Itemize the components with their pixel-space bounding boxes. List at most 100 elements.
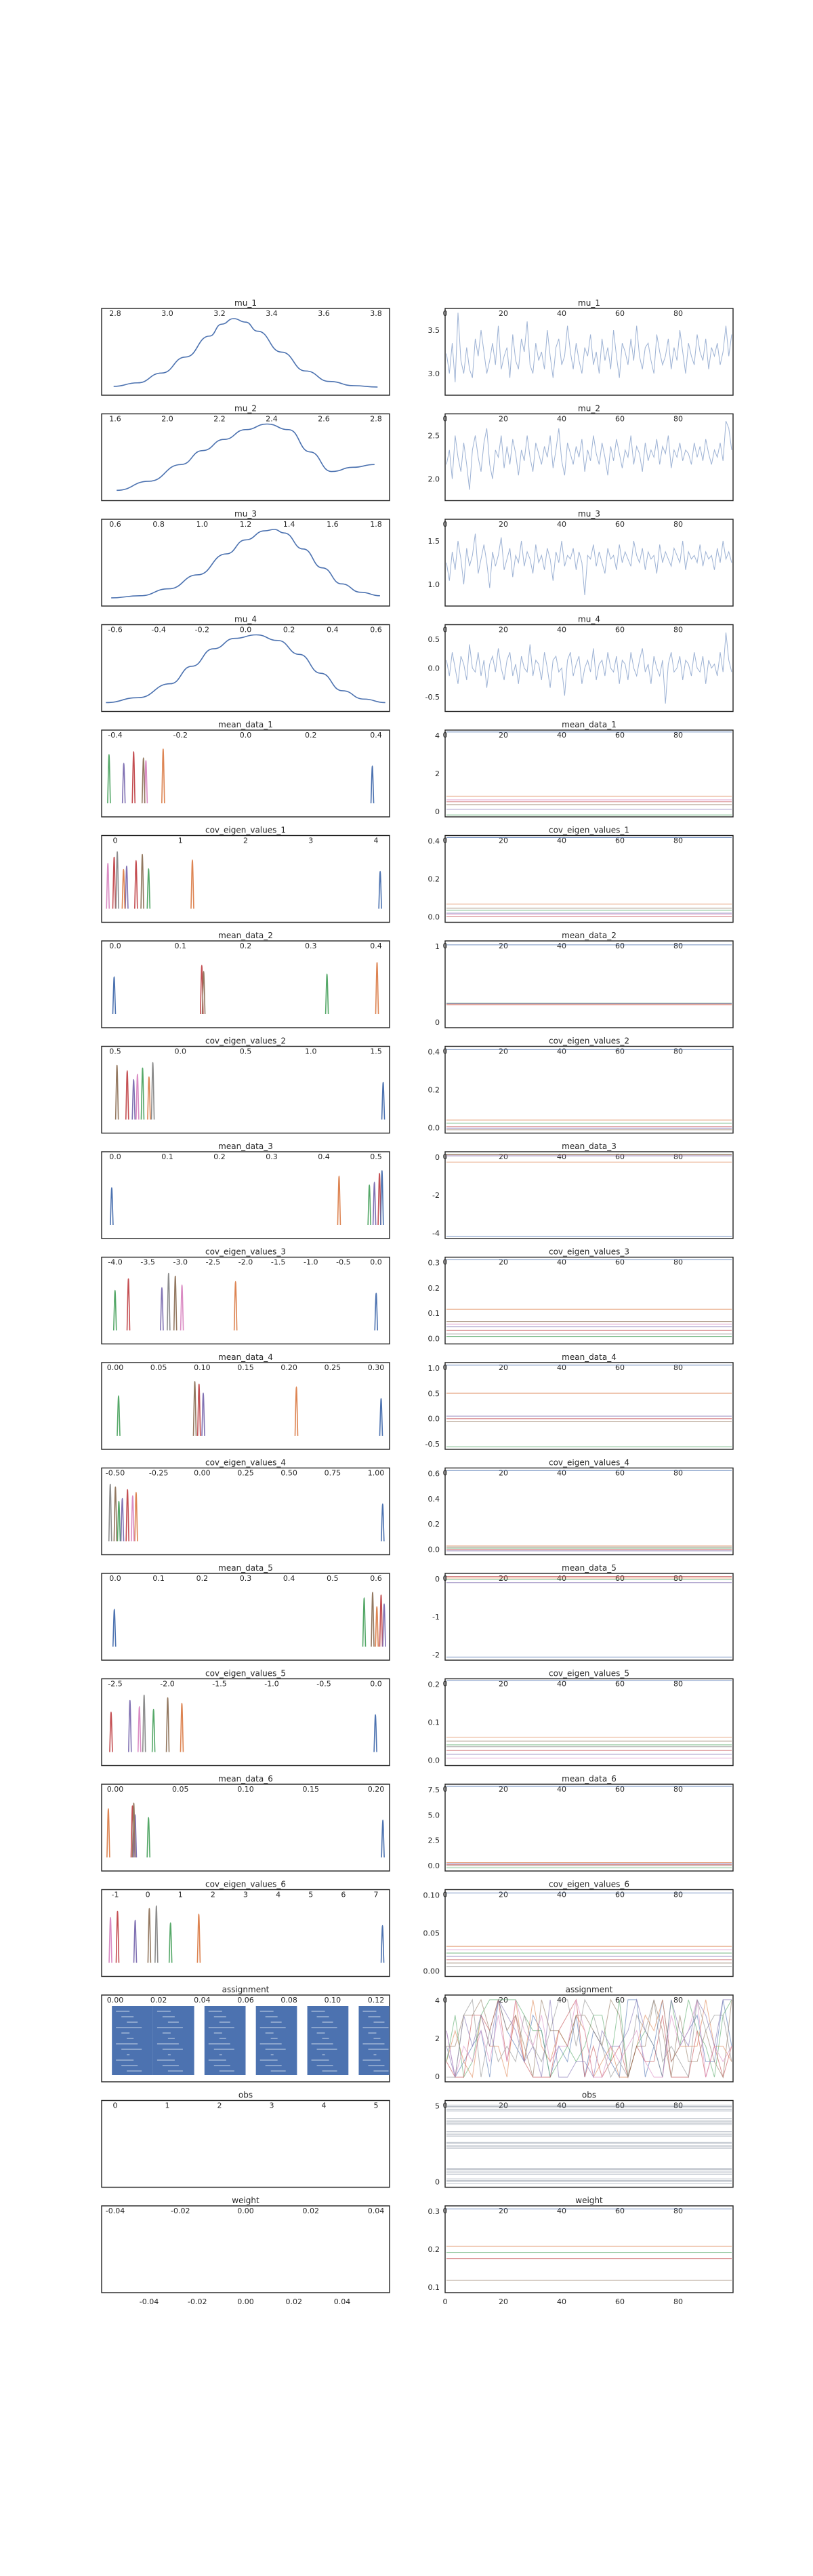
density-xtick-label: 0.08 bbox=[280, 1996, 297, 2005]
trace-xtick-label: 60 bbox=[615, 626, 625, 635]
trace-xtick-label: 20 bbox=[499, 942, 508, 950]
trace-ytick-label: 3.0 bbox=[428, 369, 440, 378]
trace-xtick-label: 20 bbox=[499, 1047, 508, 1056]
density-xtick-label: 1.00 bbox=[368, 1469, 385, 1478]
density-xtick-label: 0.25 bbox=[325, 1363, 341, 1372]
histogram-bar bbox=[255, 2006, 297, 2075]
density-spike bbox=[126, 1278, 131, 1331]
density-xtick-label: -1.0 bbox=[304, 1258, 318, 1267]
trace-xtick-label: 20 bbox=[499, 1258, 508, 1267]
density-spike bbox=[362, 1597, 367, 1647]
density-xtick-label: -0.5 bbox=[336, 1258, 350, 1267]
trace-xtick-label: 20 bbox=[499, 1680, 508, 1689]
density-xtick-label: 1.6 bbox=[109, 415, 121, 424]
density-spike bbox=[109, 1711, 113, 1752]
density-spike bbox=[134, 1491, 138, 1542]
trace-ytick-label: 0.2 bbox=[428, 2245, 440, 2254]
density-xtick-label: 2.8 bbox=[109, 309, 121, 318]
density-xtick-label: 1 bbox=[165, 2101, 170, 2110]
trace-title: cov_eigen_values_2 bbox=[549, 1037, 629, 1046]
density-xtick-label: 0.05 bbox=[172, 1785, 189, 1794]
trace-ytick-label: 0.5 bbox=[428, 635, 440, 644]
density-panel-frame bbox=[101, 308, 390, 396]
density-xtick-label: 0.00 bbox=[194, 1469, 211, 1478]
trace-ytick-label: 5 bbox=[435, 2102, 440, 2111]
density-spike bbox=[113, 1486, 118, 1542]
density-spike bbox=[381, 1819, 385, 1858]
trace-xtick-label: 0 bbox=[443, 1785, 448, 1794]
trace-xtick-label: 0 bbox=[443, 1258, 448, 1267]
density-xtick-label: -0.25 bbox=[149, 1469, 168, 1478]
trace-ytick-label: 0.0 bbox=[428, 913, 440, 922]
trace-xtick-label: 0 bbox=[443, 1152, 448, 1161]
density-xtick-label: -2.5 bbox=[206, 1258, 220, 1267]
histogram-bar bbox=[358, 2006, 390, 2075]
trace-xtick-label: 80 bbox=[673, 2207, 683, 2215]
density-xtick-label: 0.4 bbox=[370, 731, 382, 740]
density-xtick-label: 2.2 bbox=[213, 415, 226, 424]
density-panel-frame bbox=[101, 1256, 390, 1345]
trace-ytick-label: 0.0 bbox=[428, 1415, 440, 1424]
trace-xtick-label: 40 bbox=[557, 942, 566, 950]
density-spike bbox=[146, 868, 151, 909]
density-xtick-label: 0.04 bbox=[368, 2207, 385, 2215]
density-xtick-label: 0.00 bbox=[107, 1363, 124, 1372]
trace-xtick-label: 80 bbox=[673, 1363, 683, 1372]
density-xtick-label: 0.8 bbox=[152, 520, 165, 529]
density-xtick-label: 0.1 bbox=[175, 942, 187, 950]
row-mu_4: mu_4 -0.6 -0.4 -0.2 0.0 0.2 0.4 0.6 mu_4 0 20 40 60 8… bbox=[101, 615, 734, 712]
trace-xtick-label: 0 bbox=[443, 626, 448, 635]
density-xtick-label: -2.5 bbox=[108, 1680, 122, 1689]
trace-xtick-label: 80 bbox=[673, 1258, 683, 1267]
trace-xtick-label: 60 bbox=[615, 1785, 625, 1794]
density-xtick-label: -1 bbox=[112, 1891, 119, 1899]
trace-xtick-label: 60 bbox=[615, 309, 625, 318]
trace-xtick-label: 40 bbox=[557, 2207, 566, 2215]
density-title: mean_data_4 bbox=[218, 1352, 273, 1362]
row-weight: weight -0.04 -0.02 0.00 0.02 0.04 -0.04 -0.02 0.… bbox=[101, 2196, 734, 2306]
density-spike bbox=[125, 865, 129, 909]
density-spike bbox=[142, 1694, 146, 1752]
trace-xtick-label: 80 bbox=[673, 1680, 683, 1689]
trace-panel-frame bbox=[444, 1994, 734, 2082]
trace-panel-frame bbox=[444, 413, 734, 502]
trace-xtick-label: 0 bbox=[443, 2101, 448, 2110]
density-xtick-label: 0.0 bbox=[175, 1047, 187, 1056]
trace-xtick-label: 20 bbox=[499, 1996, 508, 2005]
density-spike bbox=[180, 1284, 184, 1331]
trace-ytick-label: 4 bbox=[435, 731, 440, 740]
density-xtick-label: -1.5 bbox=[271, 1258, 285, 1267]
trace-title: mu_3 bbox=[578, 509, 600, 519]
density-bottom-xtick-label: 0.04 bbox=[334, 2297, 351, 2306]
trace-title: cov_eigen_values_5 bbox=[549, 1669, 629, 1678]
trace-title: mu_4 bbox=[578, 615, 600, 624]
density-xtick-label: 3.0 bbox=[161, 309, 173, 318]
trace-ytick-label: 0 bbox=[435, 2072, 440, 2081]
trace-ytick-label: 2.5 bbox=[428, 432, 440, 441]
density-xtick-label: -2.0 bbox=[238, 1258, 253, 1267]
density-xtick-label: 0.0 bbox=[240, 731, 252, 740]
density-xtick-label: 2.0 bbox=[161, 415, 173, 424]
row-cov_eigen_values_3: cov_eigen_values_3 -4.0 -3.5 -3.0 -2.5 -2.0 -1… bbox=[101, 1247, 734, 1345]
trace-ytick-label: 1.0 bbox=[428, 580, 440, 589]
density-spike bbox=[375, 1606, 379, 1647]
density-spike bbox=[381, 1503, 385, 1542]
density-title: mu_1 bbox=[234, 298, 257, 308]
trace-ytick-label: 2 bbox=[435, 769, 440, 778]
density-spike bbox=[133, 1919, 138, 1963]
density-spike bbox=[112, 856, 117, 909]
density-title: weight bbox=[232, 2196, 259, 2205]
trace-panel-frame bbox=[444, 1889, 734, 1977]
density-xtick-label: 0.3 bbox=[305, 942, 317, 950]
density-xtick-label: 0.20 bbox=[280, 1363, 297, 1372]
trace-ytick-label: 0.4 bbox=[428, 837, 440, 846]
trace-ytick-label: 0 bbox=[435, 1575, 440, 1584]
density-xtick-label: 1.0 bbox=[305, 1047, 317, 1056]
trace-panel-frame bbox=[444, 2099, 734, 2188]
density-spike bbox=[201, 971, 206, 1015]
density-xtick-label: 0.25 bbox=[237, 1469, 254, 1478]
trace-panel-frame bbox=[444, 308, 734, 396]
density-spike bbox=[140, 853, 144, 909]
trace-ytick-label: 3.5 bbox=[428, 326, 440, 335]
